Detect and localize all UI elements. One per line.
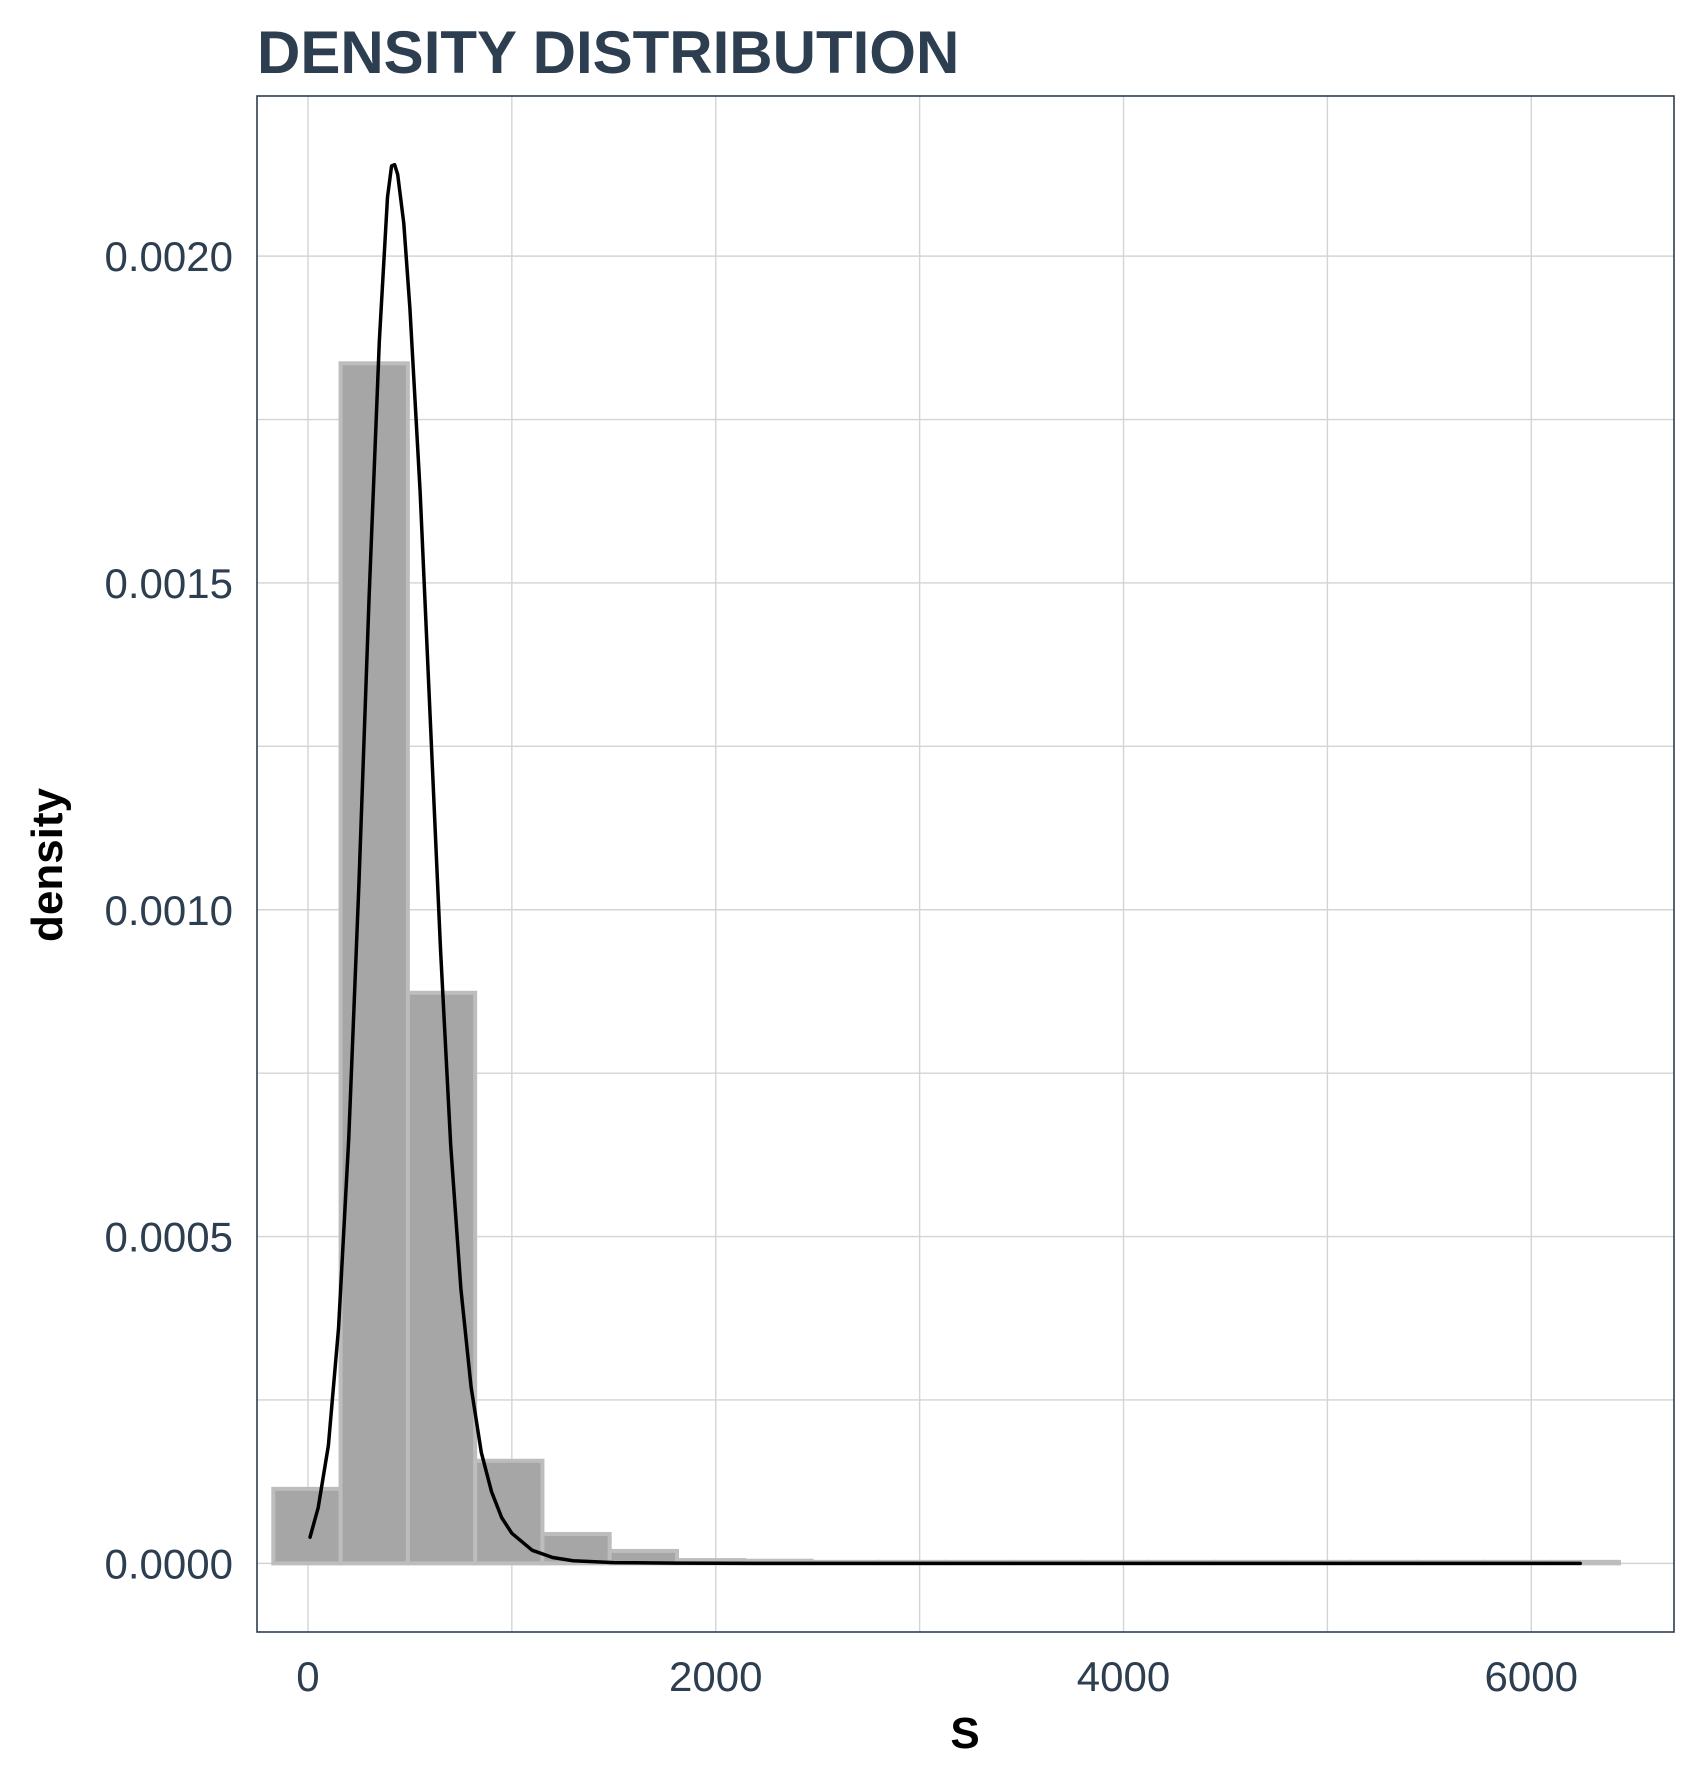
panel-border — [256, 95, 1675, 1633]
histogram-bar — [405, 990, 478, 1566]
x-axis-tick-labels: 0 2000 4000 6000 — [296, 1653, 1578, 1700]
y-tick-label: 0.0010 — [105, 887, 233, 934]
histogram-bars — [271, 361, 1621, 1566]
y-axis-title: density — [23, 787, 72, 942]
y-tick-label: 0.0005 — [105, 1214, 233, 1261]
histogram-bar — [338, 361, 410, 1566]
density-curve — [308, 162, 1582, 1566]
x-tick-label: 0 — [296, 1653, 319, 1700]
density-curve-layer — [308, 162, 1582, 1566]
y-tick-label: 0.0020 — [105, 233, 233, 280]
x-tick-label: 4000 — [1077, 1653, 1170, 1700]
x-axis-title: S — [950, 1709, 979, 1758]
y-tick-label: 0.0015 — [105, 560, 233, 607]
x-tick-label: 2000 — [669, 1653, 762, 1700]
histogram-bar — [473, 1458, 545, 1566]
histogram-bar — [271, 1486, 343, 1566]
x-tick-label: 6000 — [1485, 1653, 1578, 1700]
grid-lines — [257, 96, 1674, 1632]
y-axis-tick-labels: 0.0000 0.0005 0.0010 0.0015 0.0020 — [105, 233, 233, 1587]
y-tick-label: 0.0000 — [105, 1540, 233, 1587]
chart-title: DENSITY DISTRIBUTION — [257, 19, 959, 86]
